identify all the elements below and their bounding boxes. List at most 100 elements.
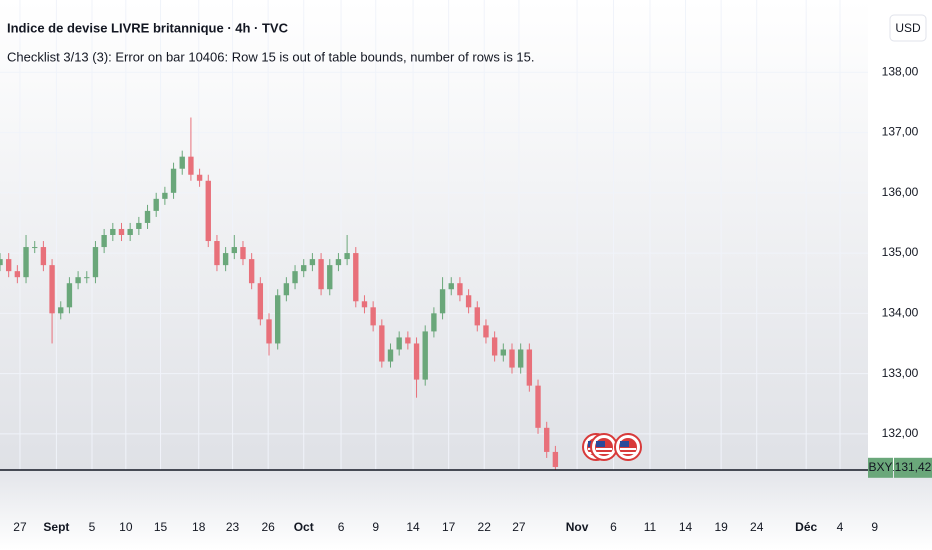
candle-body <box>92 247 99 278</box>
candle-body <box>509 349 515 368</box>
x-tick-label: Sept <box>43 520 69 534</box>
currency: USD <box>895 21 921 35</box>
x-tick-label: 6 <box>610 520 617 534</box>
candle-body <box>301 265 307 272</box>
x-tick-label: 4 <box>837 520 844 534</box>
candle-body <box>379 325 385 362</box>
currency-box[interactable] <box>889 14 927 42</box>
x-tick-label: 27 <box>512 520 526 534</box>
candle-body <box>162 192 168 199</box>
candle-body <box>344 253 350 260</box>
candle-body <box>266 319 272 344</box>
candle-body <box>405 337 411 344</box>
symbol-box <box>868 457 893 478</box>
candle-body <box>491 337 498 356</box>
candle-body <box>66 283 73 308</box>
candle-body <box>500 349 507 356</box>
candle-body <box>170 168 177 193</box>
x-tick-label: Nov <box>566 520 589 534</box>
candle-body <box>483 325 489 338</box>
candle-body <box>327 265 333 290</box>
candle-body <box>214 241 220 266</box>
last-price-tag: BXY 131,42 <box>868 457 932 478</box>
x-tick-label: 24 <box>750 520 764 534</box>
candle-body <box>257 283 264 320</box>
candle-body <box>457 283 463 296</box>
y-tick-label: 135,00 <box>882 245 919 259</box>
candle-body <box>370 307 376 326</box>
candle-body <box>240 247 246 260</box>
x-tick-label: 27 <box>13 520 27 534</box>
candle-body <box>465 295 472 308</box>
candle-body <box>110 228 116 235</box>
candle-body <box>127 228 133 235</box>
x-tick-label: 19 <box>714 520 728 534</box>
candle-body <box>75 277 81 284</box>
candle-body <box>431 313 437 332</box>
candle-body <box>144 210 151 223</box>
x-tick-label: 11 <box>644 520 657 534</box>
candle-body <box>248 259 255 284</box>
plot-background <box>0 0 868 470</box>
candle-body <box>448 283 454 290</box>
candle-body <box>222 253 229 266</box>
candle-body <box>318 259 324 290</box>
candle-body <box>526 349 533 386</box>
candle-body <box>396 337 402 350</box>
candle-body <box>309 259 316 266</box>
candle-body <box>136 222 142 229</box>
x-tick-label: 26 <box>261 520 275 534</box>
x-tick-label: 17 <box>442 520 456 534</box>
candle-body <box>23 247 29 278</box>
candle-body <box>32 247 38 249</box>
candle-body <box>535 385 541 428</box>
candle-body <box>101 235 107 248</box>
x-tick-label: 9 <box>871 520 878 534</box>
x-tick-label: 15 <box>154 520 168 534</box>
x-tick-label: 23 <box>226 520 240 534</box>
candle-body <box>439 289 446 314</box>
y-tick-label: 138,00 <box>882 64 919 78</box>
last-price: 131,42 <box>895 460 932 474</box>
candle-body <box>118 228 125 235</box>
candle-body <box>387 349 394 362</box>
chart-title: Indice de devise LIVRE britannique · 4h … <box>7 20 289 35</box>
x-tick-label: 22 <box>478 520 492 534</box>
x-tick-label: 10 <box>119 520 133 534</box>
grid <box>0 0 868 470</box>
candle-body <box>153 198 159 211</box>
y-tick-label: 133,00 <box>882 366 919 380</box>
candle-body <box>335 259 342 266</box>
candle-body <box>361 301 368 308</box>
price-box <box>894 457 932 478</box>
candle-body <box>292 271 298 284</box>
candle-body <box>5 259 12 272</box>
chart-subtitle: Checklist 3/13 (3): Error on bar 10406: … <box>7 49 535 64</box>
x-tick-label: 6 <box>338 520 345 534</box>
event-markers <box>582 433 642 461</box>
x-tick-label: 18 <box>192 520 206 534</box>
axes: 132,00 133,00 134,00 135,00 136,00 137,00 138,… <box>13 64 932 534</box>
y-tick-label: 137,00 <box>882 125 919 139</box>
candle-body <box>422 331 428 380</box>
x-tick-label: Oct <box>294 520 314 534</box>
candle-body <box>179 156 185 169</box>
candle-body <box>0 259 3 266</box>
x-tick-label: 9 <box>372 520 379 534</box>
price-axis <box>868 0 932 470</box>
candle-body <box>517 349 524 368</box>
time-axis-background <box>0 470 932 550</box>
x-tick-label: 14 <box>679 520 693 534</box>
y-tick-label: 132,00 <box>882 426 919 440</box>
candle-body <box>353 253 359 302</box>
y-tick-label: 134,00 <box>882 306 919 320</box>
x-tick-label: Déc <box>795 520 817 534</box>
candle-body <box>283 283 290 296</box>
candle-body <box>275 295 281 344</box>
y-tick-label: 136,00 <box>882 185 919 199</box>
candle-body <box>49 265 55 314</box>
candle-body <box>58 307 64 314</box>
candle-body <box>474 307 480 326</box>
candle-body <box>196 174 203 181</box>
